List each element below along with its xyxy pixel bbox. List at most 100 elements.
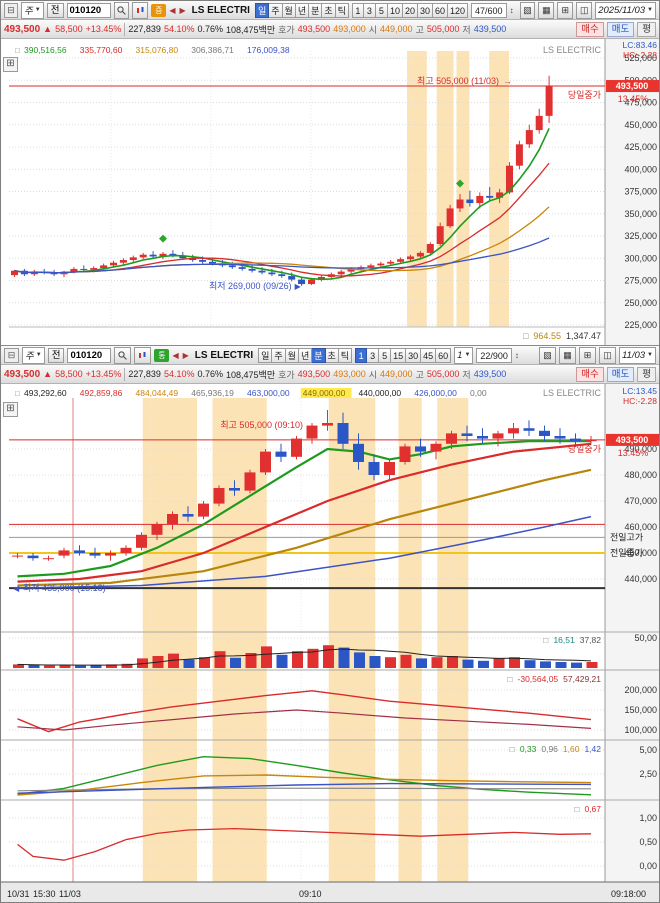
minute-chart-canvas[interactable]: 490,000 480,000 470,000 460,000 450,000 440,0… [1, 384, 660, 903]
interval-button-3[interactable]: 3 [367, 347, 380, 363]
timeframe-tab-분[interactable]: 분 [312, 347, 326, 363]
next-stock-icon[interactable]: ▶ [182, 350, 190, 360]
buy-button[interactable]: 매수 [576, 366, 604, 382]
chart-menu-icon[interactable]: ⊞ [3, 57, 18, 72]
interval-button-5[interactable]: 5 [379, 347, 392, 363]
interval-button-60[interactable]: 60 [432, 2, 448, 18]
y-axis-tick: 250,000 [624, 298, 657, 308]
counter-spinner-icon[interactable]: ↕ [509, 5, 514, 15]
panel-menu-icon[interactable]: ⊟ [4, 2, 19, 18]
low-price: 439,500 [473, 369, 507, 379]
interval-button-10[interactable]: 10 [387, 2, 403, 18]
interval-button-3[interactable]: 3 [363, 2, 376, 18]
indicator1-axis-tick: 100,000 [624, 725, 657, 735]
indicator-values-row: □ 390,516,56 335,770,60 315,076,80 306,386,7… [15, 45, 601, 55]
sell-button[interactable]: 매도 [606, 21, 635, 37]
interval-button-30[interactable]: 30 [417, 2, 433, 18]
timeframe-tab-틱[interactable]: 틱 [335, 2, 349, 18]
open-price: 449,000 [380, 24, 413, 34]
prev-stock-icon[interactable]: ◀ [172, 350, 180, 360]
split-view-icon[interactable]: ◫ [576, 1, 593, 19]
indicator-values: □ 0,33 0,96 1,60 1,42 [510, 744, 602, 754]
jeon-button[interactable]: 전 [47, 347, 65, 363]
indicator-tool-icon[interactable]: ▦ [558, 346, 576, 364]
timeframe-tab-분[interactable]: 분 [309, 2, 323, 18]
timeframe-tab-년[interactable]: 년 [295, 2, 310, 18]
stock-code-input[interactable] [67, 347, 112, 363]
y-axis-tick: 480,000 [624, 470, 657, 480]
period-type-dropdown[interactable]: 주 ▼ [22, 346, 45, 364]
timeframe-tab-틱[interactable]: 틱 [338, 347, 353, 363]
y-axis-tick: 460,000 [624, 522, 657, 532]
interval-button-120[interactable]: 120 [448, 2, 469, 18]
interval-button-1[interactable]: 1 [351, 2, 364, 18]
high-label: 고 [415, 24, 424, 35]
signal-diamond-icon [456, 179, 464, 188]
price-axis: 490,000 480,000 470,000 460,000 450,000 440,0… [604, 384, 659, 902]
timeframe-tab-월[interactable]: 월 [285, 347, 299, 363]
interval-button-1[interactable]: 1 [355, 347, 368, 363]
prev-stock-icon[interactable]: ◀ [169, 5, 177, 15]
indicator1-axis-tick: 200,000 [624, 685, 657, 695]
chart-type-icon[interactable] [132, 1, 149, 19]
interval-button-20[interactable]: 20 [402, 2, 418, 18]
avg-button[interactable]: 평 [637, 366, 656, 382]
interval-button-5[interactable]: 5 [375, 2, 388, 18]
bid-price: 493,000 [333, 24, 366, 34]
indicator-value: 390,516,56 [24, 45, 67, 55]
timeframe-tab-주[interactable]: 주 [272, 347, 286, 363]
split-view-icon[interactable]: ◫ [598, 346, 616, 364]
date-picker[interactable]: 11/03 ▼ [618, 346, 656, 364]
settings-icon[interactable]: ⊞ [557, 1, 574, 19]
timeframe-tab-년[interactable]: 년 [298, 347, 313, 363]
buy-button[interactable]: 매수 [576, 21, 604, 37]
settings-icon[interactable]: ⊞ [578, 346, 596, 364]
interval-button-15[interactable]: 15 [391, 347, 407, 363]
y-axis-tick: 300,000 [624, 253, 657, 263]
interval-button-30[interactable]: 30 [406, 347, 422, 363]
panel-menu-icon[interactable]: ⊟ [4, 347, 19, 363]
bid-price: 493,000 [333, 369, 366, 379]
draw-tool-icon[interactable]: ▧ [538, 346, 556, 364]
next-stock-icon[interactable]: ▶ [179, 5, 187, 15]
indicator-value: 465,936,19 [191, 388, 234, 398]
counter-spinner-icon[interactable]: ↕ [514, 350, 519, 360]
legend-checkbox-icon: □ [15, 389, 20, 398]
interval-button-60[interactable]: 60 [436, 347, 452, 363]
open-label: 시 [368, 24, 378, 35]
jeon-button[interactable]: 전 [46, 2, 64, 18]
daily-chart-canvas[interactable]: 525,000500,000475,000450,000425,000400,0… [1, 39, 660, 345]
search-icon[interactable] [113, 1, 130, 19]
hc-label: HC:-2.28 [623, 50, 657, 60]
timeframe-tab-월[interactable]: 월 [282, 2, 296, 18]
timeframe-tab-초[interactable]: 초 [322, 2, 336, 18]
bar-counter[interactable]: 22/900 [476, 347, 512, 363]
x-axis-label: 11/03 [59, 889, 81, 899]
bar-counter[interactable]: 47/600 [471, 2, 507, 18]
timeframe-tab-일[interactable]: 일 [254, 2, 270, 18]
indicator-value: 315,076,80 [136, 45, 179, 55]
timeframe-tab-일[interactable]: 일 [258, 347, 273, 363]
interval-button-45[interactable]: 45 [421, 347, 437, 363]
sell-button[interactable]: 매도 [606, 366, 635, 382]
indicator-value: 306,386,71 [191, 45, 234, 55]
period-type-dropdown[interactable]: 주 ▼ [21, 1, 44, 19]
timeframe-tab-주[interactable]: 주 [269, 2, 283, 18]
draw-tool-icon[interactable]: ▧ [519, 1, 536, 19]
chart-type-icon[interactable] [134, 346, 152, 364]
search-icon[interactable] [114, 346, 132, 364]
indicator2-axis-tick: 2,50 [639, 769, 657, 779]
timeframe-tab-초[interactable]: 초 [325, 347, 339, 363]
indicator-values: □ 0,67 [574, 804, 601, 814]
avg-button[interactable]: 평 [637, 21, 656, 37]
candles-layer [12, 410, 597, 561]
highlight-bands-layer [142, 398, 469, 882]
date-picker[interactable]: 2025/11/03 ▼ [595, 1, 656, 19]
stock-code-input[interactable] [66, 2, 111, 18]
minute-interval-dropdown[interactable]: 1 ▼ [454, 346, 474, 364]
indicator-tool-icon[interactable]: ▦ [538, 1, 555, 19]
interval-buttons: 1 3 5 15 30 45 60 [355, 347, 452, 363]
current-price-badge-text: 493,500 [616, 435, 649, 445]
chart-menu-icon[interactable]: ⊞ [3, 402, 18, 417]
